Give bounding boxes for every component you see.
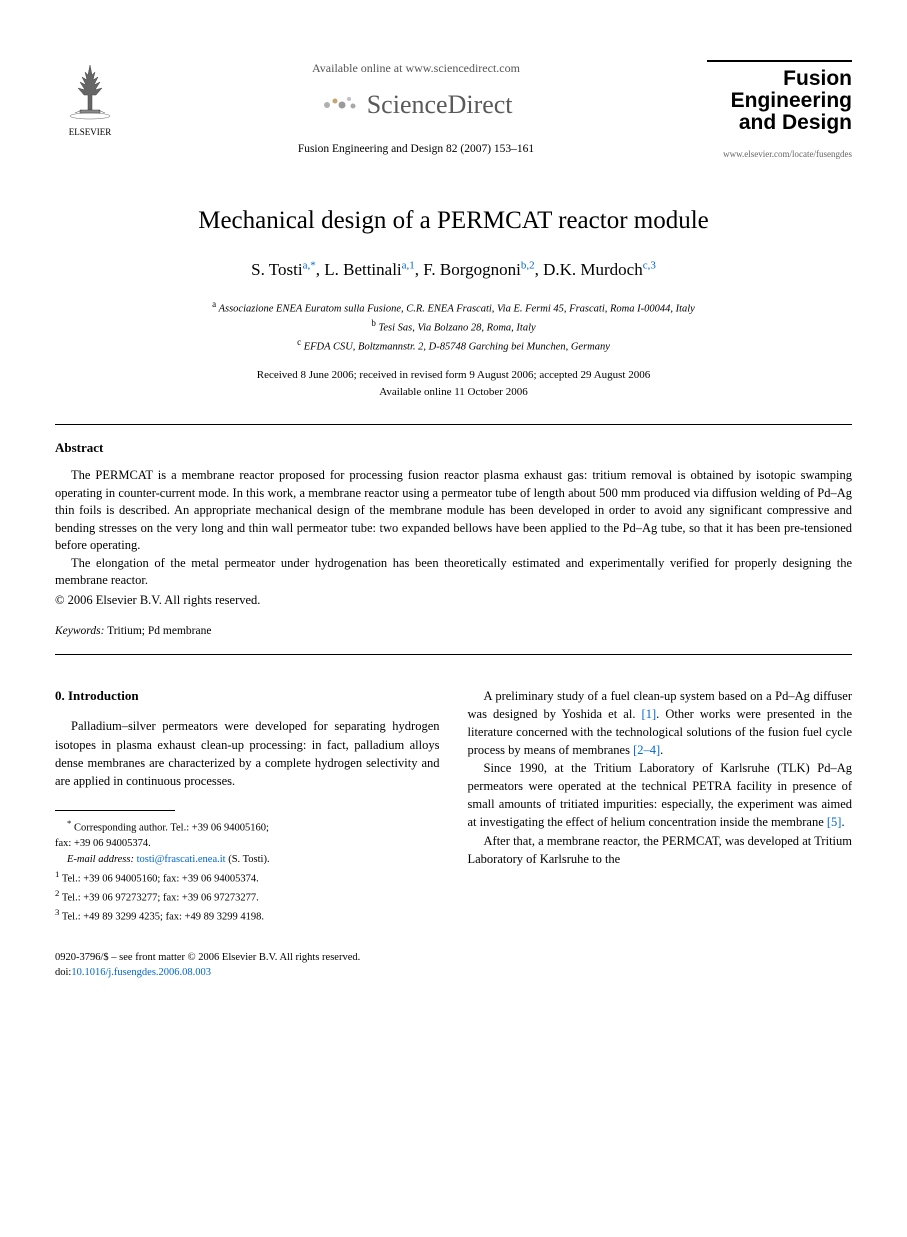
keywords-text: Tritium; Pd membrane	[107, 625, 211, 637]
journal-citation: Fusion Engineering and Design 82 (2007) …	[145, 141, 687, 157]
header-row: ELSEVIER Available online at www.science…	[55, 60, 852, 161]
page-footer: 0920-3796/$ – see front matter © 2006 El…	[55, 951, 852, 980]
sciencedirect-dots-icon	[319, 91, 359, 118]
abstract-para1: The PERMCAT is a membrane reactor propos…	[55, 467, 852, 555]
journal-title-box: Fusion Engineering and Design www.elsevi…	[707, 60, 852, 161]
footer-line1: 0920-3796/$ – see front matter © 2006 El…	[55, 951, 852, 966]
fn-corresponding-fax: fax: +39 06 94005374.	[55, 836, 440, 852]
paper-title: Mechanical design of a PERMCAT reactor m…	[55, 203, 852, 238]
center-header: Available online at www.sciencedirect.co…	[125, 60, 707, 157]
elsevier-tree-icon	[60, 60, 120, 120]
affiliation-b: b Tesi Sas, Via Bolzano 28, Roma, Italy	[55, 317, 852, 336]
section-heading: 0. Introduction	[55, 687, 440, 706]
ref-link-5[interactable]: [5]	[827, 815, 842, 829]
author-3-marks[interactable]: b,2	[521, 259, 535, 271]
dates-line1: Received 8 June 2006; received in revise…	[55, 367, 852, 384]
journal-url: www.elsevier.com/locate/fusengdes	[707, 148, 852, 161]
journal-name-line1: Fusion	[707, 68, 852, 90]
sciencedirect-text: ScienceDirect	[367, 90, 513, 119]
journal-name-line2: Engineering	[707, 90, 852, 112]
body-columns: 0. Introduction Palladium–silver permeat…	[55, 687, 852, 926]
affiliation-a: a Associazione ENEA Euratom sulla Fusion…	[55, 298, 852, 317]
doi-link[interactable]: 10.1016/j.fusengdes.2006.08.003	[71, 967, 211, 978]
left-column: 0. Introduction Palladium–silver permeat…	[55, 687, 440, 926]
footnotes: * Corresponding author. Tel.: +39 06 940…	[55, 817, 440, 926]
article-dates: Received 8 June 2006; received in revise…	[55, 367, 852, 400]
copyright-line: © 2006 Elsevier B.V. All rights reserved…	[55, 592, 852, 610]
ref-link-1[interactable]: [1]	[642, 707, 657, 721]
right-para-2: Since 1990, at the Tritium Laboratory of…	[468, 759, 853, 832]
author-1: S. Tostia,*	[251, 260, 316, 279]
rule-bottom	[55, 654, 852, 655]
journal-name-line3: and Design	[707, 112, 852, 134]
abstract-section: Abstract The PERMCAT is a membrane react…	[55, 439, 852, 639]
ref-link-2-4[interactable]: [2–4]	[633, 743, 660, 757]
email-link[interactable]: tosti@frascati.enea.it	[137, 854, 226, 865]
keywords-label: Keywords:	[55, 625, 104, 637]
available-online-text: Available online at www.sciencedirect.co…	[145, 60, 687, 77]
author-2-marks[interactable]: a,1	[402, 259, 415, 271]
intro-para: Palladium–silver permeators were develop…	[55, 717, 440, 790]
affiliation-c: c EFDA CSU, Boltzmannstr. 2, D-85748 Gar…	[55, 336, 852, 355]
author-2: L. Bettinalia,1	[324, 260, 415, 279]
elsevier-label: ELSEVIER	[55, 126, 125, 139]
affiliations: a Associazione ENEA Euratom sulla Fusion…	[55, 298, 852, 356]
rule-top	[55, 424, 852, 425]
abstract-para2: The elongation of the metal permeator un…	[55, 555, 852, 590]
abstract-text: The PERMCAT is a membrane reactor propos…	[55, 467, 852, 590]
author-4-marks[interactable]: c,3	[643, 259, 656, 271]
elsevier-logo: ELSEVIER	[55, 60, 125, 138]
footnote-rule	[55, 810, 175, 811]
abstract-heading: Abstract	[55, 439, 852, 457]
keywords-line: Keywords: Tritium; Pd membrane	[55, 623, 852, 639]
right-para-3: After that, a membrane reactor, the PERM…	[468, 832, 853, 868]
author-3: F. Borgognonib,2	[423, 260, 534, 279]
fn-email: E-mail address: tosti@frascati.enea.it (…	[55, 852, 440, 868]
fn-2: 2 Tel.: +39 06 97273277; fax: +39 06 972…	[55, 887, 440, 906]
footer-doi: doi:10.1016/j.fusengdes.2006.08.003	[55, 966, 852, 981]
fn-corresponding: * Corresponding author. Tel.: +39 06 940…	[55, 817, 440, 836]
fn-1: 1 Tel.: +39 06 94005160; fax: +39 06 940…	[55, 868, 440, 887]
fn-3: 3 Tel.: +49 89 3299 4235; fax: +49 89 32…	[55, 906, 440, 925]
right-column: A preliminary study of a fuel clean-up s…	[468, 687, 853, 926]
author-4: D.K. Murdochc,3	[543, 260, 656, 279]
dates-line2: Available online 11 October 2006	[55, 384, 852, 401]
sciencedirect-logo: ScienceDirect	[319, 87, 512, 123]
author-1-marks[interactable]: a,*	[303, 259, 316, 271]
right-para-1: A preliminary study of a fuel clean-up s…	[468, 687, 853, 760]
authors-line: S. Tostia,*, L. Bettinalia,1, F. Borgogn…	[55, 258, 852, 282]
